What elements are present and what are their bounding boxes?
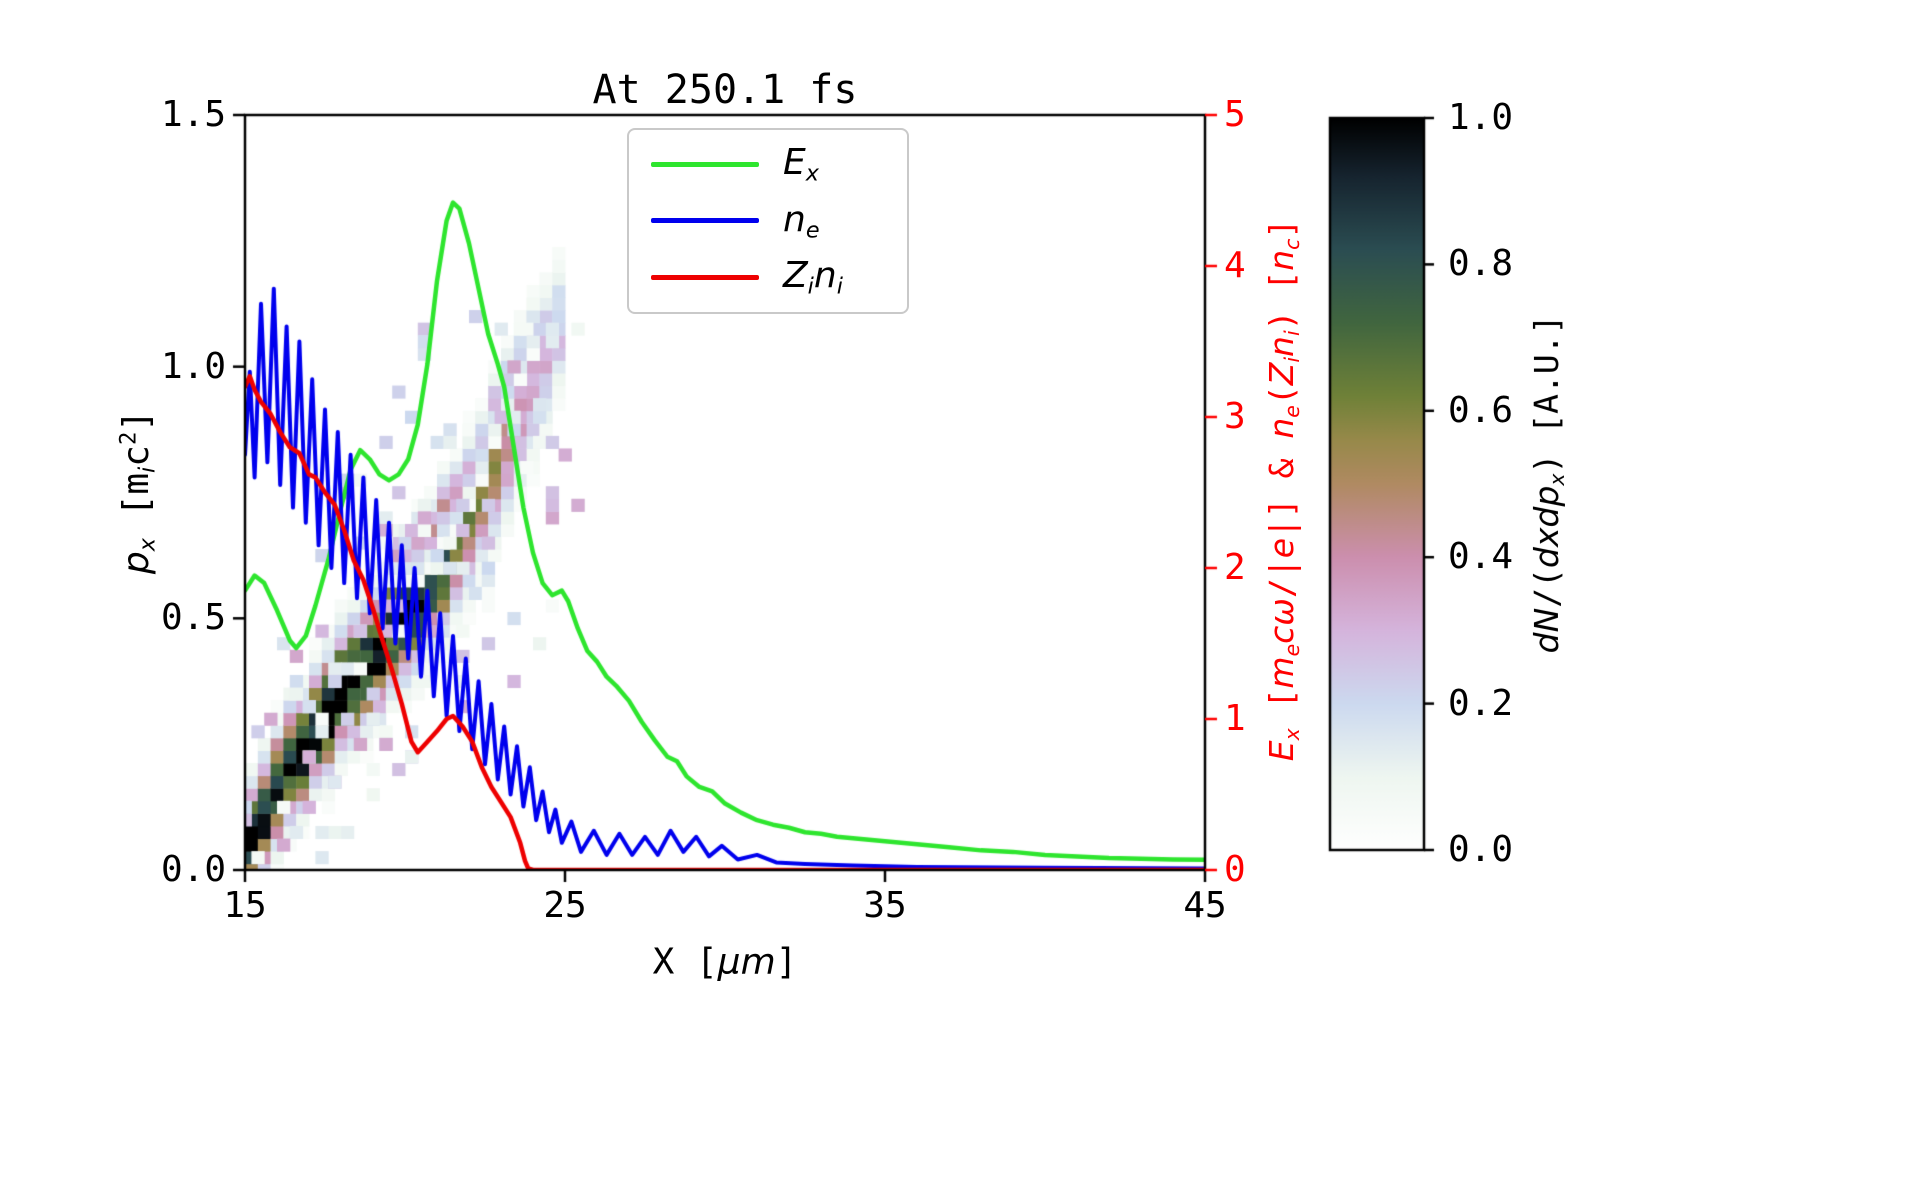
y-right-tick-label: 0 [1224, 849, 1246, 890]
x-tick-label: 15 [223, 885, 267, 926]
colorbar-tick-label: 0.4 [1448, 536, 1514, 578]
colorbar-tick-label: 1.0 [1448, 97, 1514, 138]
y-axis-right-label: Ex [mecω/|e|] & ne(Zini) [nc] [1261, 218, 1305, 762]
y-left-tick-label: 1.5 [160, 94, 226, 135]
y-left-tick-label: 0.0 [160, 849, 226, 890]
y-right-tick-label: 3 [1224, 396, 1246, 437]
plot-title: At 250.1 fs [592, 67, 858, 113]
colorbar-tick-label: 0.8 [1448, 243, 1514, 285]
y-axis-left-label: px [mic2] [115, 409, 161, 575]
legend-line-sample [651, 161, 759, 167]
x-tick-label: 25 [543, 885, 587, 926]
legend-line-sample [651, 275, 759, 281]
legend-item-ne: ne [629, 198, 907, 244]
y-left-tick-label: 0.5 [160, 597, 226, 639]
x-tick-label: 35 [863, 885, 907, 926]
legend-item-Ex: Ex [629, 142, 907, 187]
y-right-tick-label: 4 [1224, 245, 1246, 286]
x-tick-label: 45 [1183, 885, 1227, 926]
legend-label: Zini [783, 255, 843, 300]
plot-area [245, 115, 1205, 870]
y-right-tick-label: 2 [1224, 547, 1246, 588]
colorbar-tick-label: 0.2 [1448, 682, 1514, 724]
legend-item-Zini: Zini [629, 255, 907, 300]
legend-line-sample [651, 218, 759, 224]
y-left-tick-label: 1.0 [160, 345, 226, 387]
legend-label: ne [783, 198, 820, 244]
y-right-tick-label: 1 [1224, 698, 1246, 739]
legend: Ex ne Zini [627, 128, 909, 314]
colorbar-tick-label: 0.0 [1448, 829, 1514, 870]
legend-label: Ex [783, 141, 819, 187]
x-axis-label: X [μm] [652, 941, 798, 983]
colorbar-label: dN/(dxdpx) [A.U.] [1526, 314, 1570, 654]
y-right-tick-label: 5 [1224, 94, 1246, 135]
colorbar-tick-label: 0.6 [1448, 389, 1514, 431]
